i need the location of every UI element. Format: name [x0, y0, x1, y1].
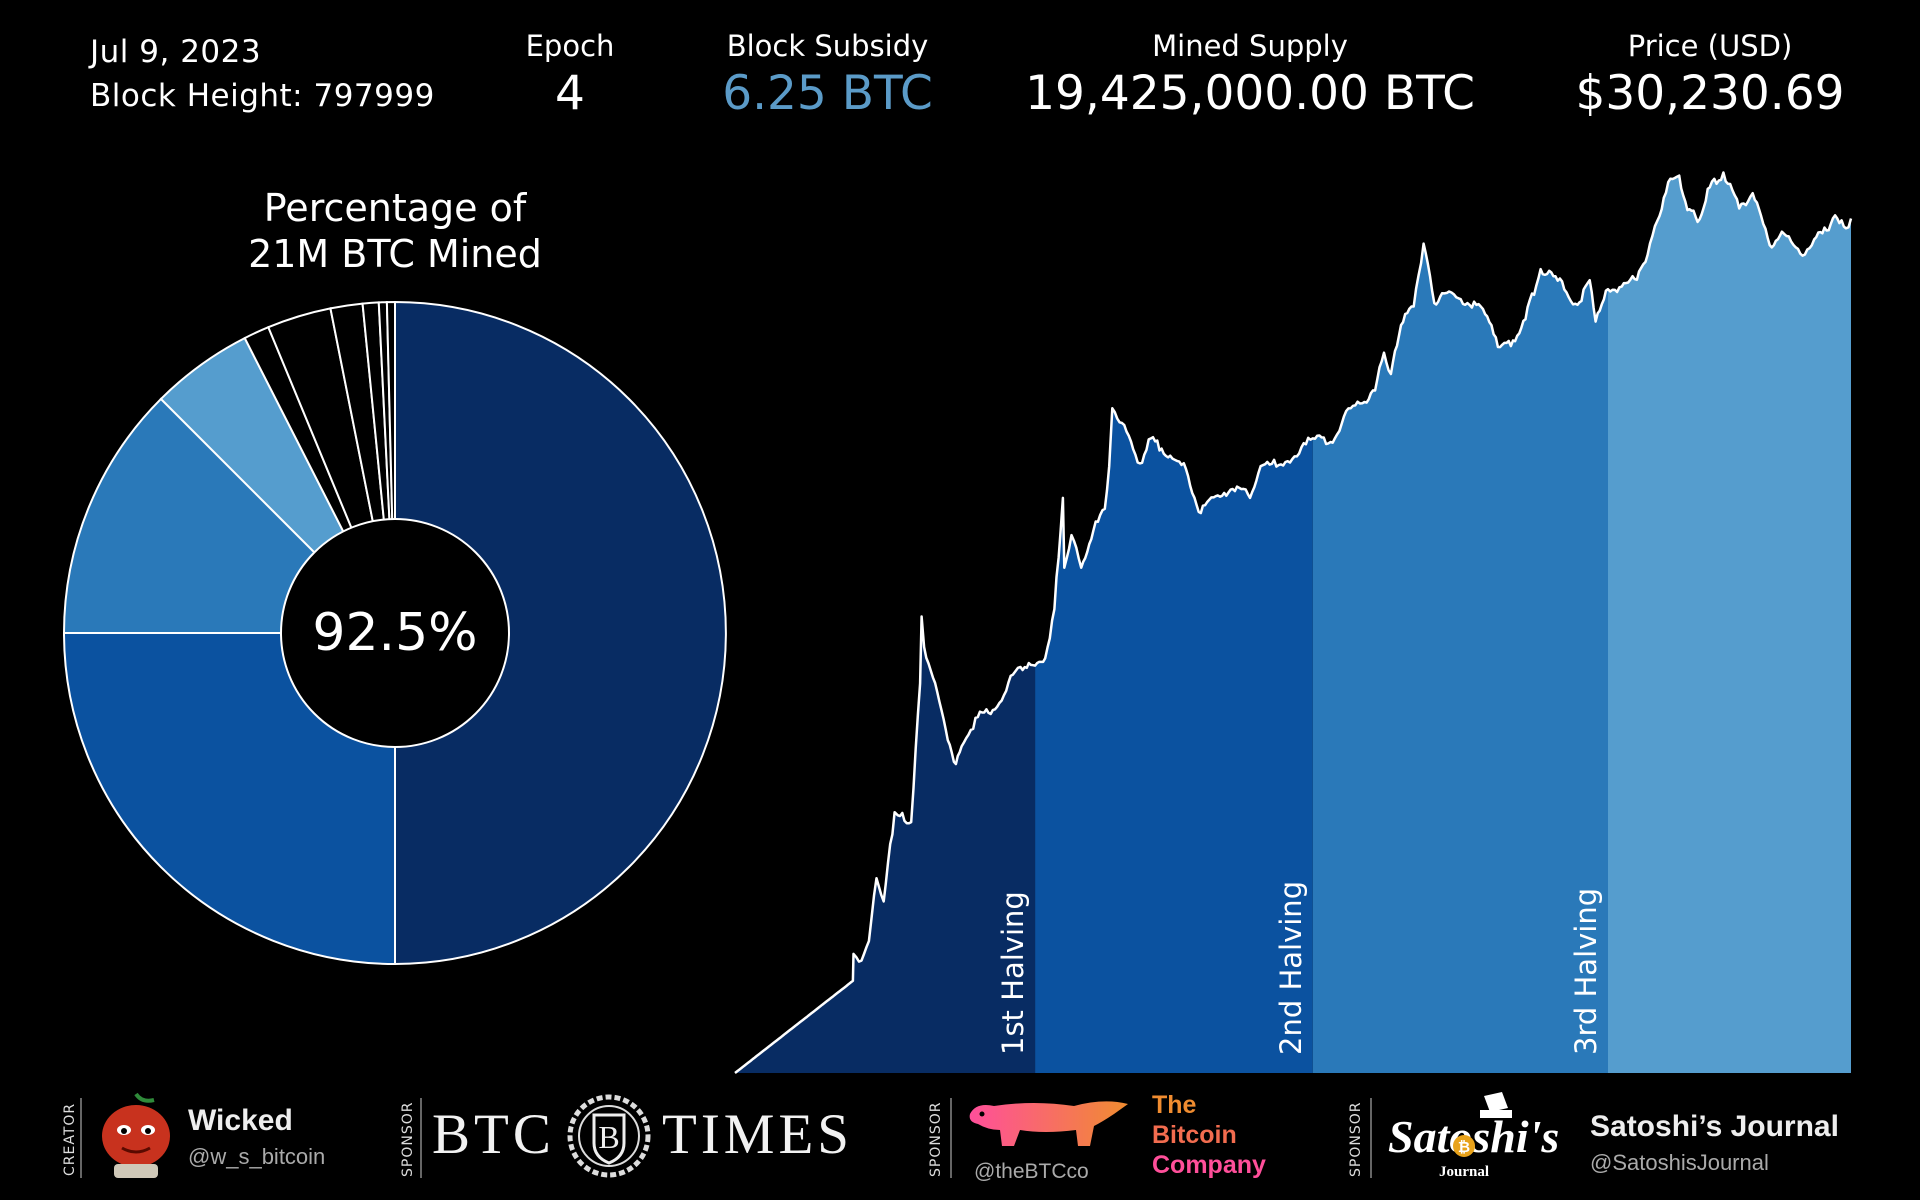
date-block: Jul 9, 2023 Block Height: 797999: [90, 30, 435, 118]
satoshis-journal-logo-text: Satoshi's: [1388, 1111, 1559, 1162]
satoshis-journal-handle[interactable]: @SatoshisJournal: [1590, 1150, 1769, 1175]
bitcoin-company-name-line: Company: [1152, 1151, 1266, 1179]
price-value: $30,230.69: [1575, 66, 1845, 121]
supply-value: 19,425,000.00 BTC: [1025, 66, 1475, 121]
btc-times-logo-left[interactable]: BTC: [432, 1103, 555, 1166]
epoch-band: [1608, 172, 1851, 1073]
footer-divider: [80, 1098, 82, 1178]
donut-title-line: 21M BTC Mined: [248, 232, 542, 276]
subsidy-value: 6.25 BTC: [722, 66, 933, 121]
supply-stat: Mined Supply 19,425,000.00 BTC: [1000, 26, 1500, 122]
epoch-band: [1312, 172, 1608, 1073]
price-label: Price (USD): [1627, 29, 1793, 63]
satoshis-journal-logo[interactable]: Satoshi's ₿ Journal: [1384, 1088, 1574, 1182]
donut-title-line: Percentage of: [263, 186, 527, 230]
date-text: Jul 9, 2023: [90, 34, 262, 70]
header-bar: Jul 9, 2023 Block Height: 797999 Epoch 4…: [0, 0, 1920, 140]
sponsor-role-label: SPONSOR: [400, 1101, 416, 1177]
satoshis-journal-name: Satoshi’s Journal: [1590, 1110, 1839, 1143]
donut-slice: [62, 632, 396, 966]
epoch-band: [1035, 172, 1313, 1073]
creator-handle[interactable]: @w_s_bitcoin: [188, 1144, 326, 1169]
satoshis-journal-logo-subtext: Journal: [1439, 1164, 1489, 1180]
epoch-stat: Epoch 4: [500, 26, 640, 122]
wicked-avatar[interactable]: [96, 1090, 176, 1180]
price-history-area-chart: 1st Halving 2nd Halving 3rd Halving: [734, 171, 1853, 1074]
btc-times-emblem-letter: B: [598, 1119, 619, 1155]
donut-center-label: 92.5%: [312, 603, 477, 663]
halving-label: 2nd Halving: [1274, 881, 1308, 1055]
sponsor-role-label: SPONSOR: [1348, 1101, 1364, 1177]
footer-divider: [420, 1098, 422, 1178]
donut-hole: [280, 518, 510, 748]
sponsor-role-label: SPONSOR: [928, 1101, 944, 1177]
donut-title: Percentage of 21M BTC Mined: [195, 185, 595, 277]
footer-divider: [1370, 1098, 1372, 1178]
donut-slice: [394, 300, 727, 966]
bitcoin-coin-icon: ₿: [1458, 1138, 1470, 1156]
epoch-value: 4: [555, 66, 585, 121]
honey-badger-logo-icon[interactable]: [964, 1092, 1134, 1156]
halving-labels: 1st Halving 2nd Halving 3rd Halving: [996, 881, 1603, 1055]
mined-percentage-donut-chart: 92.5%: [62, 300, 727, 966]
bitcoin-company-handle[interactable]: @theBTCco: [974, 1160, 1089, 1183]
bitcoin-company-name-line: The: [1152, 1091, 1197, 1119]
subsidy-label: Block Subsidy: [726, 29, 929, 63]
subsidy-stat: Block Subsidy 6.25 BTC: [700, 26, 955, 122]
donut-slices: [62, 300, 727, 966]
bitcoin-company-name-line: Bitcoin: [1152, 1121, 1237, 1149]
bitcoin-company-name: The Bitcoin Company: [1152, 1090, 1266, 1180]
btc-times-emblem-icon: B: [567, 1094, 651, 1178]
halving-label: 1st Halving: [996, 891, 1030, 1055]
epoch-band: [735, 172, 1036, 1073]
block-height-text: Block Height: 797999: [90, 78, 435, 114]
price-line: [734, 171, 1853, 1074]
supply-label: Mined Supply: [1152, 29, 1348, 63]
footer-divider: [950, 1098, 952, 1178]
btc-times-logo-right[interactable]: TIMES: [662, 1103, 853, 1166]
epoch-label: Epoch: [525, 29, 615, 63]
halving-label: 3rd Halving: [1569, 888, 1603, 1055]
creator-name: Wicked: [188, 1104, 293, 1137]
price-stat: Price (USD) $30,230.69: [1555, 26, 1865, 122]
